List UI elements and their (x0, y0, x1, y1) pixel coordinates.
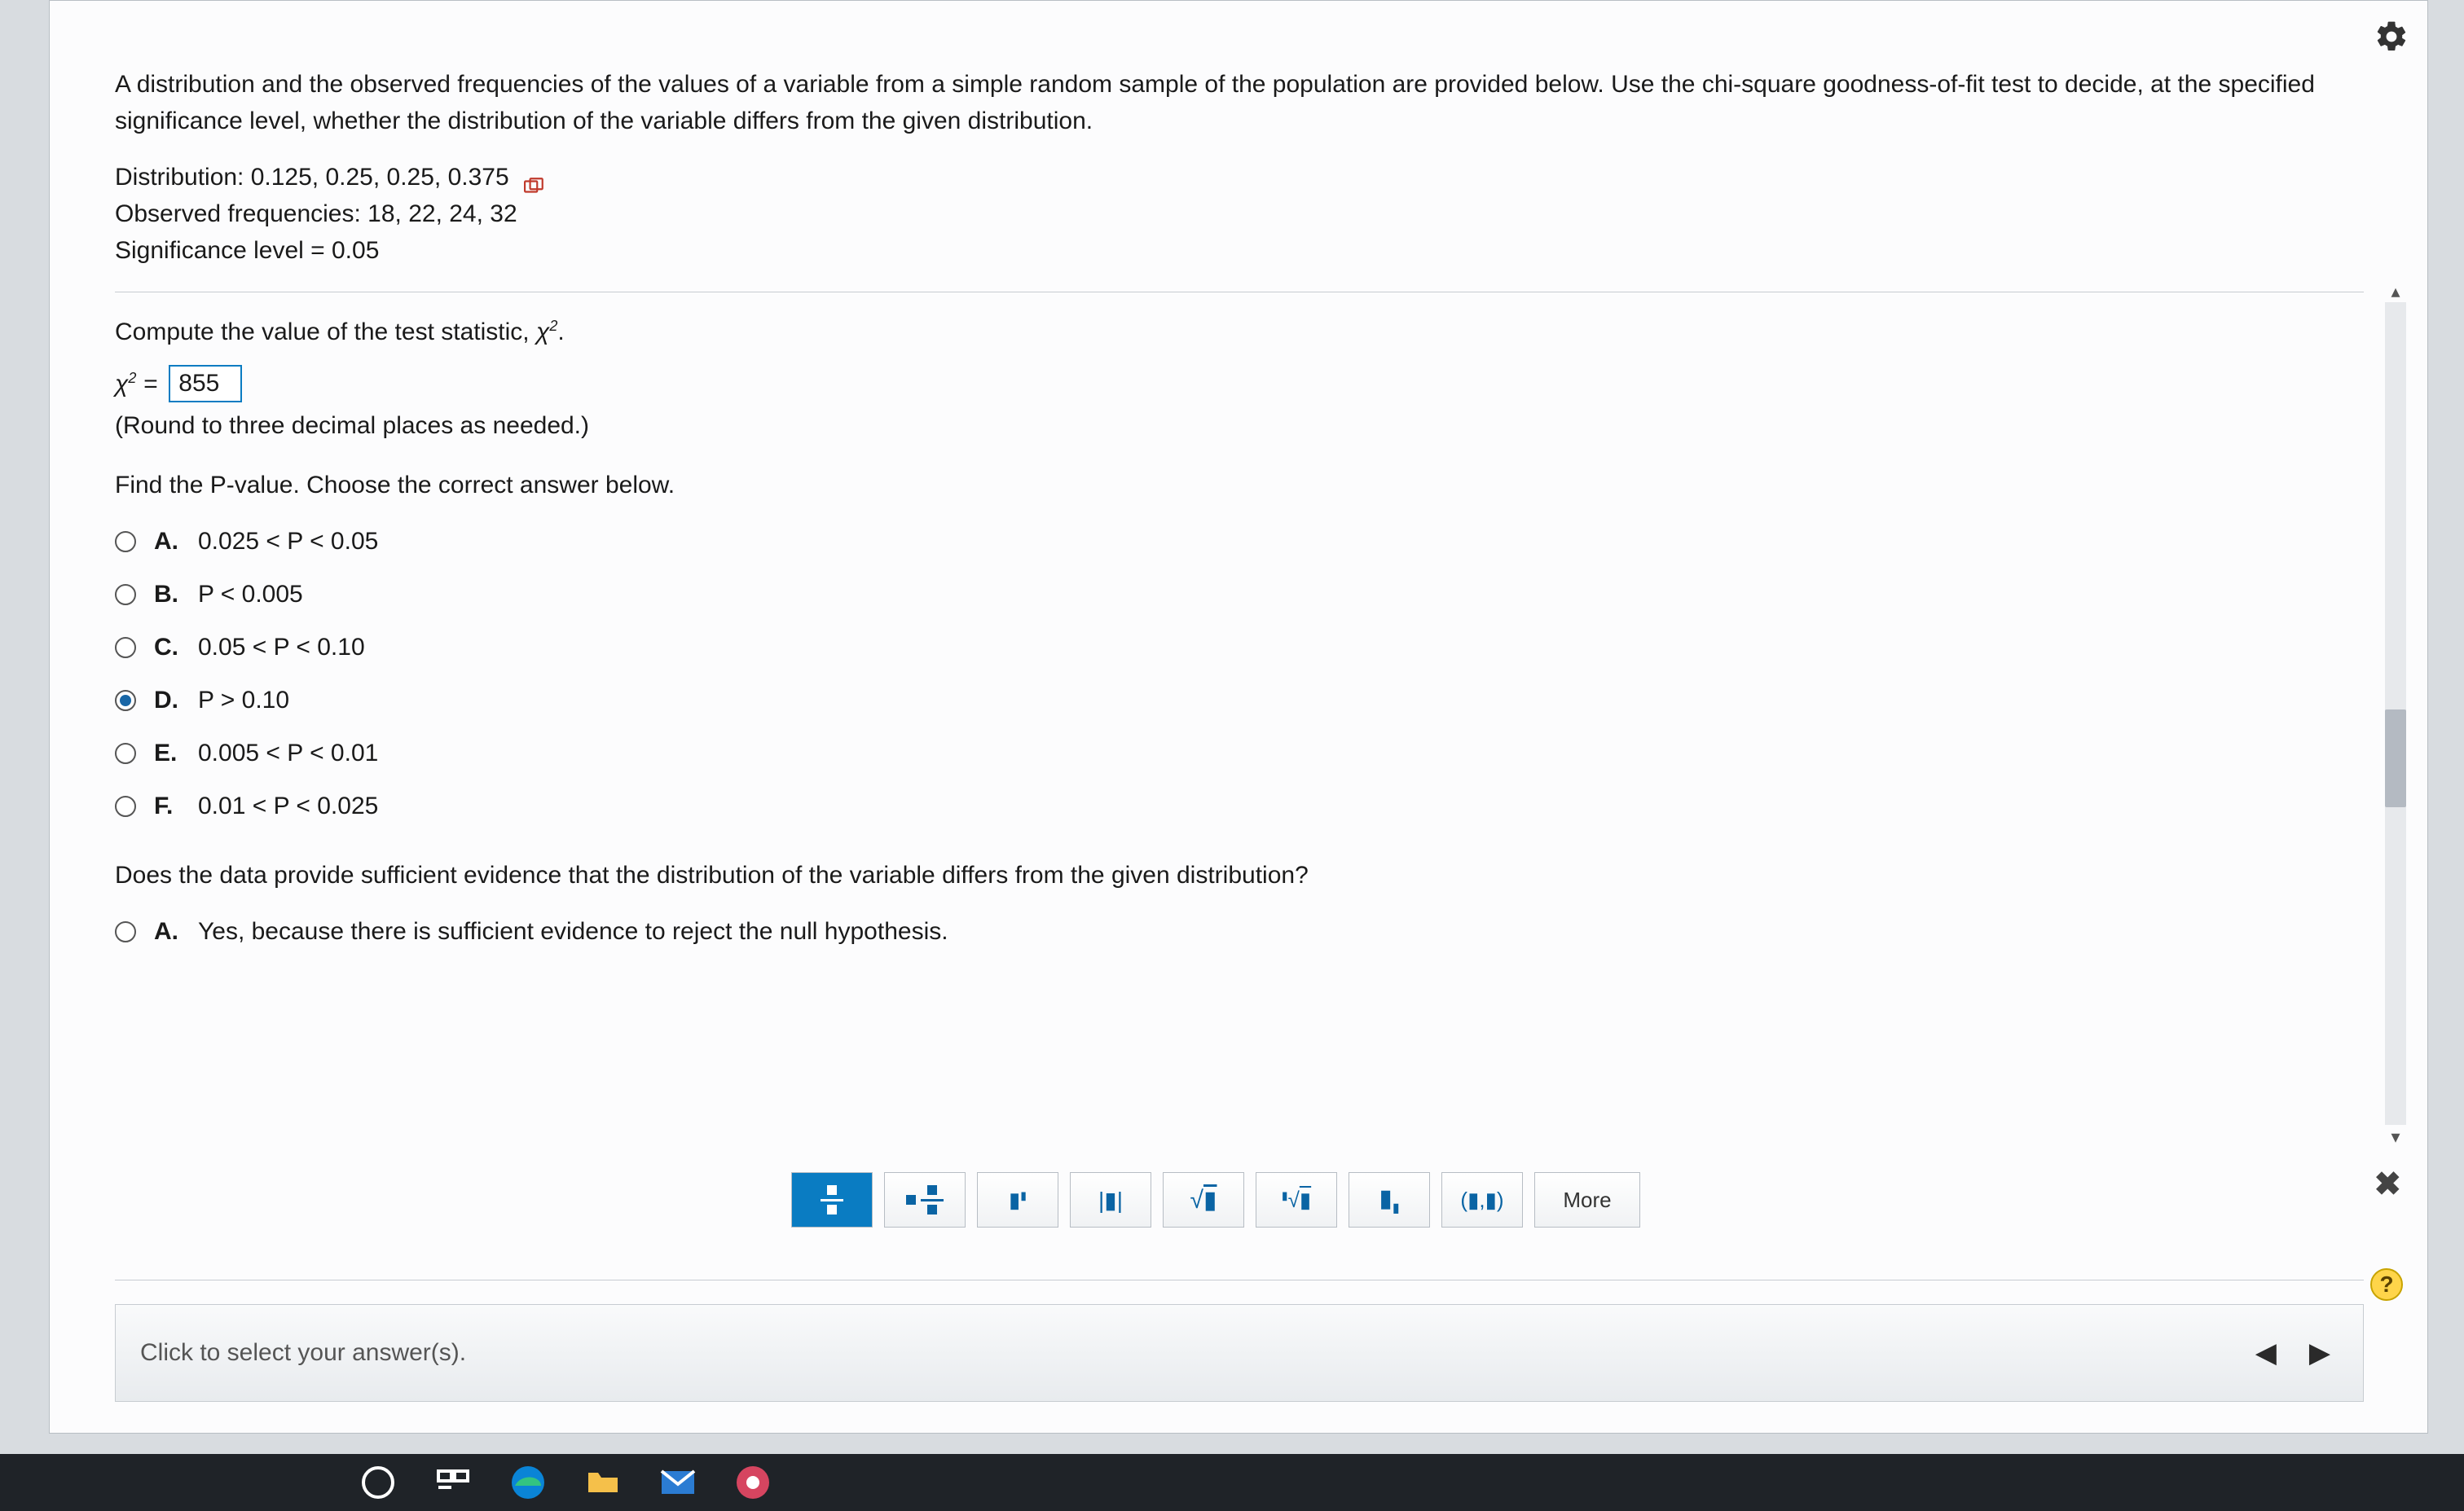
chi-squared-equals: χ2 = (115, 366, 157, 402)
close-palette-button[interactable]: ✖ (2374, 1166, 2401, 1203)
taskbar-app-icon[interactable] (733, 1463, 772, 1502)
option-label: F. 0.01 < P < 0.025 (154, 788, 378, 824)
option-label: E. 0.005 < P < 0.01 (154, 735, 378, 771)
option-letter: C. (154, 629, 183, 665)
nav-arrows: ◀ ▶ (2255, 1337, 2330, 1369)
option-label: B. P < 0.005 (154, 576, 303, 613)
footer-hint: Click to select your answer(s). (140, 1339, 466, 1367)
problem-prompt: A distribution and the observed frequenc… (115, 66, 2364, 139)
math-btn-1[interactable] (884, 1172, 966, 1228)
option-text: P < 0.005 (198, 576, 303, 613)
conclusion-radio-a[interactable] (115, 921, 136, 942)
question-2: Find the P-value. Choose the correct ans… (115, 467, 2364, 832)
question-window: A distribution and the observed frequenc… (49, 0, 2428, 1434)
q3-text: Does the data provide sufficient evidenc… (115, 857, 2364, 894)
math-btn-0[interactable] (791, 1172, 873, 1228)
math-palette: ▮▮|▮|√▮▮√▮▮▮(▮,▮)More (791, 1172, 1640, 1228)
q2-text: Find the P-value. Choose the correct ans… (115, 467, 2364, 503)
pvalue-radio-e[interactable] (115, 743, 136, 764)
option-text: 0.05 < P < 0.10 (198, 629, 365, 665)
significance-line: Significance level = 0.05 (115, 232, 2364, 269)
scroll-down-arrow[interactable]: ▾ (2385, 1127, 2406, 1148)
math-btn-3[interactable]: |▮| (1070, 1172, 1151, 1228)
prev-question-button[interactable]: ◀ (2255, 1337, 2277, 1369)
gear-icon (2374, 44, 2409, 58)
scrollbar-track[interactable] (2385, 302, 2406, 1125)
next-question-button[interactable]: ▶ (2309, 1337, 2330, 1369)
pvalue-radio-f[interactable] (115, 796, 136, 817)
pvalue-radio-d[interactable] (115, 690, 136, 711)
option-row: B. P < 0.005 (115, 568, 2364, 621)
distribution-line: Distribution: 0.125, 0.25, 0.25, 0.375 (115, 159, 2364, 195)
taskbar-edge-icon[interactable] (508, 1463, 548, 1502)
scroll-up-arrow[interactable]: ▴ (2385, 281, 2406, 302)
taskbar (0, 1454, 2464, 1511)
option-letter: B. (154, 576, 183, 613)
option-row: E. 0.005 < P < 0.01 (115, 727, 2364, 780)
taskbar-circle-icon[interactable] (359, 1463, 398, 1502)
chi-squared-input[interactable] (169, 365, 242, 402)
option-text: Yes, because there is sufficient evidenc… (198, 913, 948, 950)
content-area: A distribution and the observed frequenc… (115, 66, 2364, 981)
option-row: A. 0.025 < P < 0.05 (115, 515, 2364, 568)
option-letter: E. (154, 735, 183, 771)
option-letter: A. (154, 523, 183, 560)
math-btn-4[interactable]: √▮ (1163, 1172, 1244, 1228)
option-row: D. P > 0.10 (115, 674, 2364, 727)
settings-gear[interactable] (2374, 19, 2409, 59)
math-btn-5[interactable]: ▮√▮ (1256, 1172, 1337, 1228)
option-text: 0.005 < P < 0.01 (198, 735, 378, 771)
scrollbar-thumb[interactable] (2385, 709, 2406, 807)
option-letter: D. (154, 682, 183, 718)
math-btn-7[interactable]: (▮,▮) (1441, 1172, 1523, 1228)
option-text: 0.025 < P < 0.05 (198, 523, 378, 560)
option-text: 0.01 < P < 0.025 (198, 788, 378, 824)
option-label: A. Yes, because there is sufficient evide… (154, 913, 948, 950)
option-letter: F. (154, 788, 183, 824)
option-row: F. 0.01 < P < 0.025 (115, 780, 2364, 832)
option-label: C. 0.05 < P < 0.10 (154, 629, 365, 665)
pvalue-radio-b[interactable] (115, 584, 136, 605)
pvalue-radio-c[interactable] (115, 637, 136, 658)
taskbar-task-icon[interactable] (433, 1463, 473, 1502)
footer-bar: Click to select your answer(s). ◀ ▶ (115, 1304, 2364, 1402)
pvalue-radio-a[interactable] (115, 531, 136, 552)
question-3: Does the data provide sufficient evidenc… (115, 857, 2364, 958)
option-label: A. 0.025 < P < 0.05 (154, 523, 378, 560)
question-1: Compute the value of the test statistic,… (115, 314, 2364, 444)
copy-icon[interactable] (524, 169, 545, 187)
observed-line: Observed frequencies: 18, 22, 24, 32 (115, 195, 2364, 232)
taskbar-mail-icon[interactable] (658, 1463, 697, 1502)
option-row: C. 0.05 < P < 0.10 (115, 621, 2364, 674)
option-label: D. P > 0.10 (154, 682, 289, 718)
option-letter: A. (154, 913, 183, 950)
math-btn-2[interactable]: ▮▮ (977, 1172, 1058, 1228)
taskbar-folder-icon[interactable] (583, 1463, 623, 1502)
help-button[interactable]: ? (2370, 1268, 2403, 1301)
q1-text: Compute the value of the test statistic,… (115, 314, 2364, 350)
math-btn-6[interactable]: ▮▮ (1349, 1172, 1430, 1228)
math-btn-8[interactable]: More (1534, 1172, 1640, 1228)
given-values: Distribution: 0.125, 0.25, 0.25, 0.375 O… (115, 159, 2364, 269)
option-row: A. Yes, because there is sufficient evide… (115, 905, 2364, 958)
rounding-hint: (Round to three decimal places as needed… (115, 407, 2364, 444)
option-text: P > 0.10 (198, 682, 289, 718)
